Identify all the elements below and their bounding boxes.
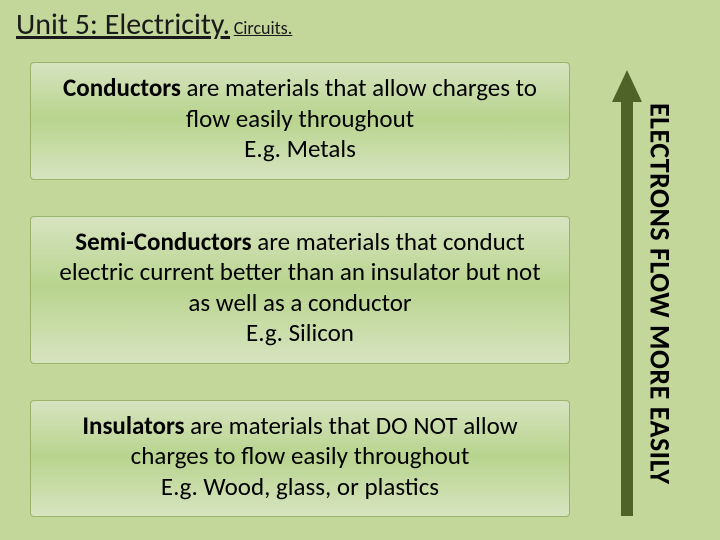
unit-title: Unit 5: Electricity. xyxy=(16,6,230,43)
insulators-term: Insulators xyxy=(82,410,184,441)
arrow-label: ELECTRONS FLOW MORE EASILY xyxy=(638,72,682,516)
content-column: Conductors are materials that allow char… xyxy=(30,62,570,517)
semiconductors-term: Semi-Conductors xyxy=(75,226,251,257)
semiconductors-example: E.g. Silicon xyxy=(246,317,354,348)
conductors-card: Conductors are materials that allow char… xyxy=(30,62,570,180)
conductors-term: Conductors xyxy=(63,72,181,103)
insulators-card: Insulators are materials that DO NOT all… xyxy=(30,400,570,518)
conductors-definition: are materials that allow charges to flow… xyxy=(181,72,537,134)
semiconductors-card: Semi-Conductors are materials that condu… xyxy=(30,216,570,364)
flow-arrow-group: ELECTRONS FLOW MORE EASILY xyxy=(612,70,682,516)
conductors-example: E.g. Metals xyxy=(244,133,356,164)
slide: Unit 5: Electricity. Circuits. Conductor… xyxy=(0,0,720,540)
arrow-shaft xyxy=(621,102,633,516)
insulators-definition: are materials that DO NOT allow charges … xyxy=(131,410,518,472)
slide-title-bar: Unit 5: Electricity. Circuits. xyxy=(0,0,720,53)
unit-subtitle: Circuits. xyxy=(234,17,293,39)
insulators-example: E.g. Wood, glass, or plastics xyxy=(161,471,439,502)
